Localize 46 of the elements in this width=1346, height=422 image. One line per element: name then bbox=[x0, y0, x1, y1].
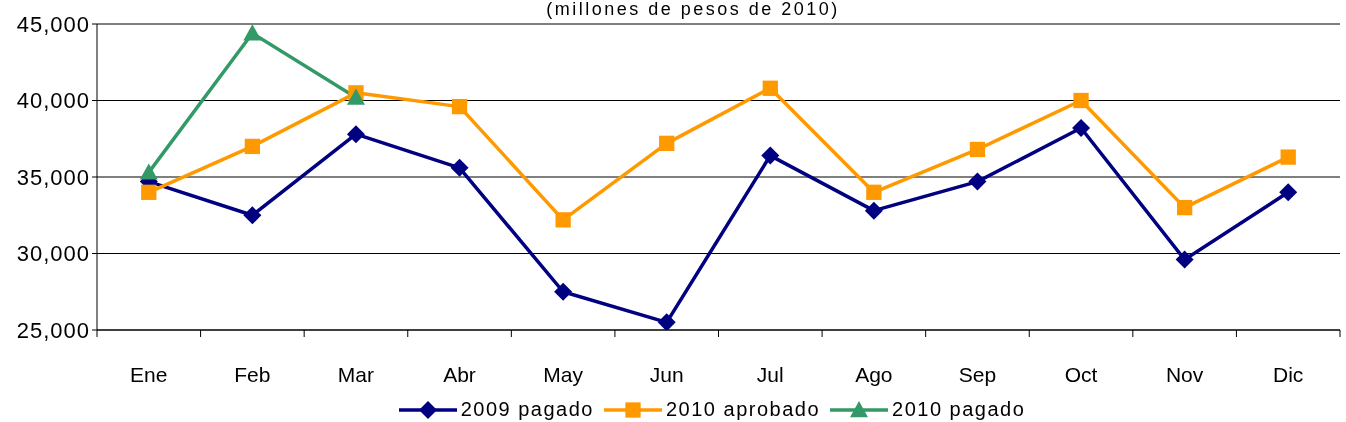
x-tick-label: Jun bbox=[649, 363, 684, 386]
point bbox=[1175, 250, 1194, 269]
legend-label: 2010 aprobado bbox=[665, 398, 821, 421]
chart-title: (millones de pesos de 2010) bbox=[546, 0, 840, 19]
point bbox=[244, 138, 261, 155]
point bbox=[555, 212, 571, 228]
point bbox=[451, 98, 468, 115]
point bbox=[761, 146, 780, 165]
legend-label: 2009 pagado bbox=[460, 398, 594, 421]
point bbox=[762, 80, 778, 96]
point bbox=[346, 88, 365, 105]
point bbox=[243, 24, 262, 41]
point bbox=[866, 184, 882, 200]
x-tick-label: May bbox=[543, 363, 584, 386]
x-tick-label: Ene bbox=[130, 363, 168, 386]
point bbox=[1073, 92, 1089, 109]
x-tick-label: Oct bbox=[1064, 363, 1098, 386]
x-tick-label: Dic bbox=[1273, 363, 1304, 386]
point bbox=[1280, 149, 1296, 165]
x-tick-label: Abr bbox=[443, 363, 476, 386]
point bbox=[657, 313, 676, 330]
y-tick-label: 40,000 bbox=[16, 88, 90, 114]
y-tick-label: 30,000 bbox=[16, 241, 90, 267]
point bbox=[554, 282, 573, 301]
x-tick-label: Feb bbox=[234, 363, 271, 386]
point bbox=[1072, 119, 1091, 138]
point bbox=[969, 141, 986, 158]
y-tick-label: 45,000 bbox=[16, 11, 90, 37]
point bbox=[659, 135, 675, 151]
point bbox=[968, 172, 987, 191]
y-tick-label: 25,000 bbox=[16, 317, 90, 343]
point bbox=[864, 201, 883, 220]
point bbox=[243, 206, 262, 225]
x-tick-label: Jul bbox=[756, 363, 784, 386]
x-tick-label: Sep bbox=[958, 363, 997, 386]
point bbox=[141, 184, 157, 200]
x-tick-label: Nov bbox=[1165, 363, 1204, 386]
point bbox=[1279, 183, 1298, 202]
legend-label: 2010 pagado bbox=[892, 398, 1026, 421]
y-tick-label: 35,000 bbox=[16, 164, 90, 190]
point bbox=[1176, 199, 1193, 216]
point bbox=[346, 125, 365, 144]
x-tick-label: Ago bbox=[855, 363, 893, 386]
point bbox=[450, 158, 469, 177]
point bbox=[139, 163, 158, 180]
x-tick-label: Mar bbox=[337, 363, 375, 386]
